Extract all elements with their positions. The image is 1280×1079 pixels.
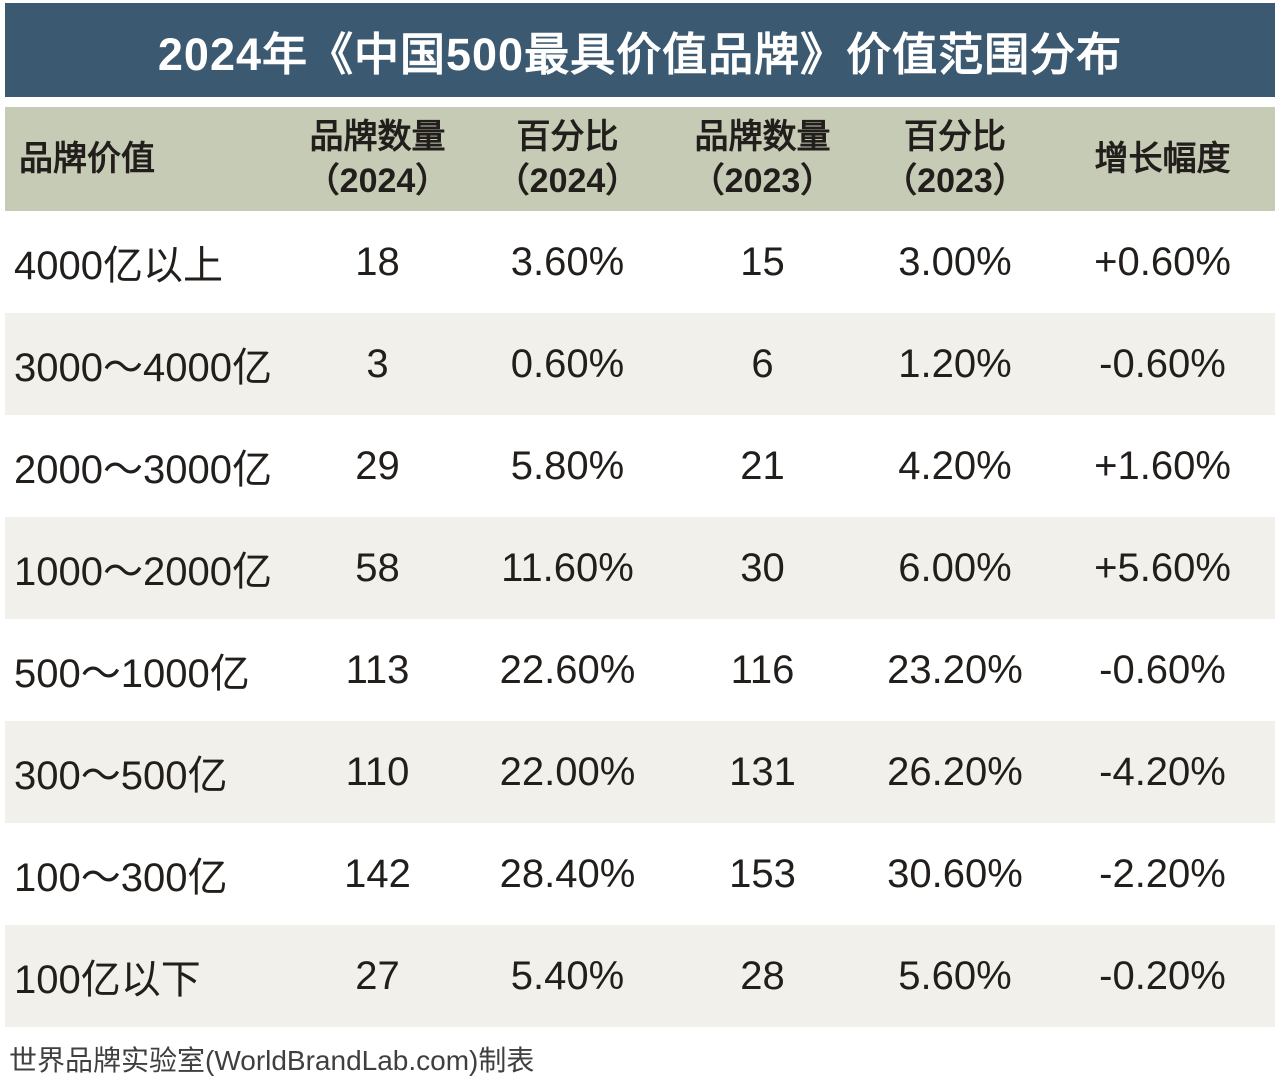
- cell-pct-2024: 22.00%: [499, 749, 636, 794]
- cell-growth: -2.20%: [1099, 851, 1226, 896]
- cell-count-2023: 28: [740, 953, 785, 998]
- cell-pct-2023: 6.00%: [898, 545, 1012, 590]
- column-header-line: （2024）: [495, 162, 640, 200]
- table-row: 500～1000亿 113 22.60% 116 23.20% -0.60%: [5, 619, 1275, 721]
- cell-count-2023: 153: [729, 851, 796, 896]
- cell-pct-2023: 5.60%: [898, 953, 1012, 998]
- table-row: 300～500亿 110 22.00% 131 26.20% -4.20%: [5, 721, 1275, 823]
- column-header-line: 品牌数量: [309, 117, 446, 156]
- cell-growth: -0.20%: [1099, 953, 1226, 998]
- column-header-line: （2023）: [883, 162, 1027, 200]
- cell-count-2024: 110: [345, 749, 410, 794]
- cell-pct-2023: 30.60%: [887, 851, 1023, 896]
- cell-growth: +1.60%: [1094, 443, 1231, 488]
- cell-value-range: 300～500亿: [14, 754, 228, 798]
- brand-value-table: 品牌价值 品牌数量 （2024） 百分比 （2024） 品牌数量 （2023） …: [5, 107, 1275, 1027]
- cell-count-2024: 142: [344, 851, 411, 896]
- column-header-brand-value: 品牌价值: [19, 139, 155, 178]
- column-header-growth: 增长幅度: [1094, 139, 1231, 178]
- cell-pct-2023: 4.20%: [898, 443, 1012, 488]
- cell-count-2024: 3: [366, 341, 389, 386]
- table-row: 2000～3000亿 29 5.80% 21 4.20% +1.60%: [5, 415, 1275, 517]
- page-title: 2024年《中国500最具价值品牌》价值范围分布: [157, 28, 1123, 80]
- cell-pct-2024: 5.80%: [510, 443, 625, 488]
- cell-pct-2024: 28.40%: [499, 851, 636, 896]
- cell-pct-2024: 3.60%: [510, 239, 625, 284]
- column-header-pct-2024: 百分比 （2024）: [470, 115, 665, 203]
- cell-value-range: 2000～3000亿: [14, 448, 272, 492]
- cell-pct-2024: 22.60%: [499, 647, 636, 692]
- table-header-row: 品牌价值 品牌数量 （2024） 百分比 （2024） 品牌数量 （2023） …: [5, 107, 1275, 211]
- cell-count-2024: 18: [355, 239, 400, 284]
- cell-growth: -4.20%: [1099, 749, 1226, 794]
- column-header-line: 百分比: [516, 117, 619, 156]
- cell-pct-2023: 26.20%: [887, 749, 1023, 794]
- column-header-line: （2024）: [305, 162, 450, 200]
- cell-pct-2023: 23.20%: [887, 647, 1023, 692]
- table-row: 100亿以下 27 5.40% 28 5.60% -0.20%: [5, 925, 1275, 1027]
- cell-pct-2024: 11.60%: [501, 545, 634, 590]
- cell-growth: +0.60%: [1094, 239, 1231, 284]
- cell-count-2024: 29: [355, 443, 400, 488]
- cell-count-2023: 131: [729, 749, 796, 794]
- cell-value-range: 100亿以下: [14, 958, 201, 1002]
- cell-pct-2024: 0.60%: [510, 341, 625, 386]
- cell-pct-2024: 5.40%: [510, 953, 625, 998]
- column-header-pct-2023: 百分比 （2023）: [860, 115, 1050, 203]
- cell-count-2023: 21: [740, 443, 785, 488]
- cell-pct-2023: 1.20%: [898, 341, 1012, 386]
- source-credit: 世界品牌实验室(WorldBrandLab.com)制表: [9, 1045, 535, 1076]
- cell-growth: -0.60%: [1099, 341, 1226, 386]
- cell-value-range: 1000～2000亿: [14, 550, 272, 594]
- cell-count-2024: 27: [355, 953, 400, 998]
- cell-count-2023: 30: [740, 545, 785, 590]
- cell-count-2024: 113: [345, 647, 410, 692]
- table-row: 100～300亿 142 28.40% 153 30.60% -2.20%: [5, 823, 1275, 925]
- cell-pct-2023: 3.00%: [898, 239, 1012, 284]
- cell-value-range: 4000亿以上: [14, 244, 223, 288]
- cell-value-range: 100～300亿: [14, 856, 228, 900]
- cell-value-range: 3000～4000亿: [14, 346, 272, 390]
- table-row: 4000亿以上 18 3.60% 15 3.00% +0.60%: [5, 211, 1275, 313]
- title-bar: 2024年《中国500最具价值品牌》价值范围分布: [5, 3, 1275, 97]
- column-header-line: 百分比: [904, 117, 1006, 156]
- column-header-line: 品牌数量: [694, 117, 831, 156]
- cell-count-2024: 58: [355, 545, 400, 590]
- column-header-count-2023: 品牌数量 （2023）: [665, 115, 860, 203]
- cell-count-2023: 116: [730, 647, 795, 692]
- table-row: 3000～4000亿 3 0.60% 6 1.20% -0.60%: [5, 313, 1275, 415]
- column-header-line: （2023）: [690, 162, 835, 200]
- cell-value-range: 500～1000亿: [14, 652, 250, 696]
- cell-count-2023: 15: [740, 239, 785, 284]
- cell-count-2023: 6: [751, 341, 774, 386]
- cell-growth: -0.60%: [1099, 647, 1226, 692]
- column-header-count-2024: 品牌数量 （2024）: [285, 115, 470, 203]
- cell-growth: +5.60%: [1094, 545, 1231, 590]
- table-row: 1000～2000亿 58 11.60% 30 6.00% +5.60%: [5, 517, 1275, 619]
